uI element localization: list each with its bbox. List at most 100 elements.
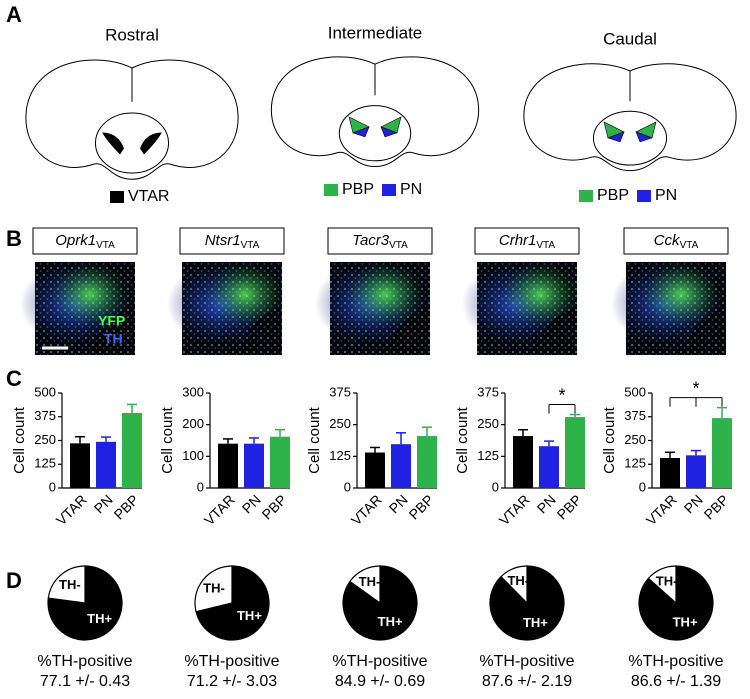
- legend-swatch: [579, 190, 593, 202]
- y-axis-label: Cell count: [454, 406, 471, 474]
- gene-name: Oprk1: [55, 232, 96, 249]
- image-label: CckVTA: [654, 232, 699, 251]
- region-pn: [607, 131, 625, 143]
- pie-summary: 87.6 +/- 2.19: [482, 673, 572, 690]
- y-tick-label: 200: [182, 416, 204, 431]
- region-vtar: [102, 132, 124, 155]
- y-axis-label: Cell count: [159, 406, 176, 474]
- bar: [391, 444, 411, 488]
- y-tick-label: 250: [477, 416, 499, 431]
- legend-label: PBP: [342, 181, 374, 198]
- significance-label: *: [558, 385, 565, 405]
- x-tick-label: PBP: [259, 491, 290, 522]
- y-tick-label: 250: [624, 432, 646, 447]
- x-tick-label: PBP: [701, 491, 732, 522]
- panel-label: A: [6, 2, 22, 27]
- gene-name: Cck: [654, 232, 681, 249]
- y-tick-label: 0: [197, 479, 204, 494]
- y-tick-label: 375: [34, 408, 56, 423]
- panel-label: D: [6, 568, 22, 593]
- image-label: Oprk1VTA: [55, 232, 115, 251]
- gene-subscript: VTA: [536, 240, 555, 251]
- y-axis-label: Cell count: [11, 406, 28, 474]
- pie-caption: %TH-positive: [184, 653, 279, 670]
- gene-subscript: VTA: [241, 240, 260, 251]
- y-tick-label: 100: [182, 448, 204, 463]
- micrograph-texture: [477, 262, 577, 355]
- pie-summary: 71.2 +/- 3.03: [187, 673, 277, 690]
- x-tick-label: VTAR: [53, 491, 90, 528]
- x-tick-label: PBP: [111, 491, 142, 522]
- gene-name: Ntsr1: [205, 232, 241, 249]
- x-tick-label: PBP: [406, 491, 437, 522]
- y-tick-label: 375: [477, 384, 499, 399]
- bar: [122, 412, 142, 488]
- midbrain-outline: [592, 110, 668, 166]
- micrograph-texture: [626, 262, 726, 355]
- region-pn: [352, 126, 370, 138]
- legend-label: PN: [400, 181, 422, 198]
- x-tick-label: VTAR: [201, 491, 238, 528]
- y-tick-label: 125: [329, 448, 351, 463]
- bar: [270, 436, 290, 488]
- region-pn: [380, 126, 398, 138]
- significance-label: *: [692, 378, 699, 398]
- image-label: Tacr3VTA: [352, 232, 408, 251]
- slice-label: TH-: [359, 574, 381, 589]
- bar: [686, 455, 706, 488]
- bar: [96, 441, 116, 488]
- gene-name: Tacr3: [352, 232, 390, 249]
- legend-swatch: [382, 184, 396, 196]
- brain-outline: [270, 56, 480, 168]
- section-title: Rostral: [105, 25, 159, 44]
- slice-label: TH+: [523, 615, 548, 630]
- x-tick-label: VTAR: [496, 491, 533, 528]
- bar: [539, 446, 559, 488]
- section-title: Intermediate: [328, 23, 423, 42]
- legend-label: PN: [655, 187, 677, 204]
- pie-slice: [349, 565, 381, 605]
- bar: [218, 443, 238, 488]
- micrograph-texture: [35, 262, 135, 355]
- midbrain-outline: [338, 105, 412, 162]
- y-tick-label: 500: [624, 384, 646, 399]
- y-tick-label: 125: [34, 456, 56, 471]
- pie-summary: 86.6 +/- 1.39: [631, 673, 721, 690]
- pie-caption: %TH-positive: [628, 653, 723, 670]
- yfp-label: YFP: [98, 313, 125, 329]
- micrograph-texture: [330, 262, 430, 355]
- image-label-box: [179, 227, 285, 255]
- bar: [712, 418, 732, 488]
- y-tick-label: 500: [34, 384, 56, 399]
- gene-subscript: VTA: [680, 240, 699, 251]
- pie-slice: [647, 565, 677, 605]
- y-tick-label: 125: [624, 456, 646, 471]
- midbrain-outline: [94, 112, 170, 174]
- image-label: Ntsr1VTA: [205, 232, 260, 251]
- pie-slice: [47, 565, 86, 604]
- image-label-box: [623, 227, 729, 255]
- legend-swatch: [110, 191, 124, 203]
- x-tick-label: VTAR: [643, 491, 680, 528]
- bar: [417, 436, 437, 488]
- bar: [365, 452, 385, 488]
- y-tick-label: 0: [492, 479, 499, 494]
- y-tick-label: 125: [477, 448, 499, 463]
- brain-outline: [25, 59, 239, 180]
- gene-name: Crhr1: [499, 232, 537, 249]
- bar: [244, 443, 264, 488]
- micrograph-texture: [182, 262, 282, 355]
- x-tick-label: VTAR: [348, 491, 385, 528]
- pie-caption: %TH-positive: [479, 653, 574, 670]
- bar: [565, 417, 585, 488]
- image-label-box: [32, 227, 138, 255]
- slice-label: TH-: [203, 580, 225, 595]
- y-tick-label: 375: [329, 384, 351, 399]
- legend-swatch: [637, 190, 651, 202]
- pie-caption: %TH-positive: [332, 653, 427, 670]
- bar: [513, 436, 533, 488]
- panel-label: C: [6, 366, 22, 391]
- panel-label: B: [6, 226, 22, 251]
- slice-label: TH+: [87, 611, 112, 626]
